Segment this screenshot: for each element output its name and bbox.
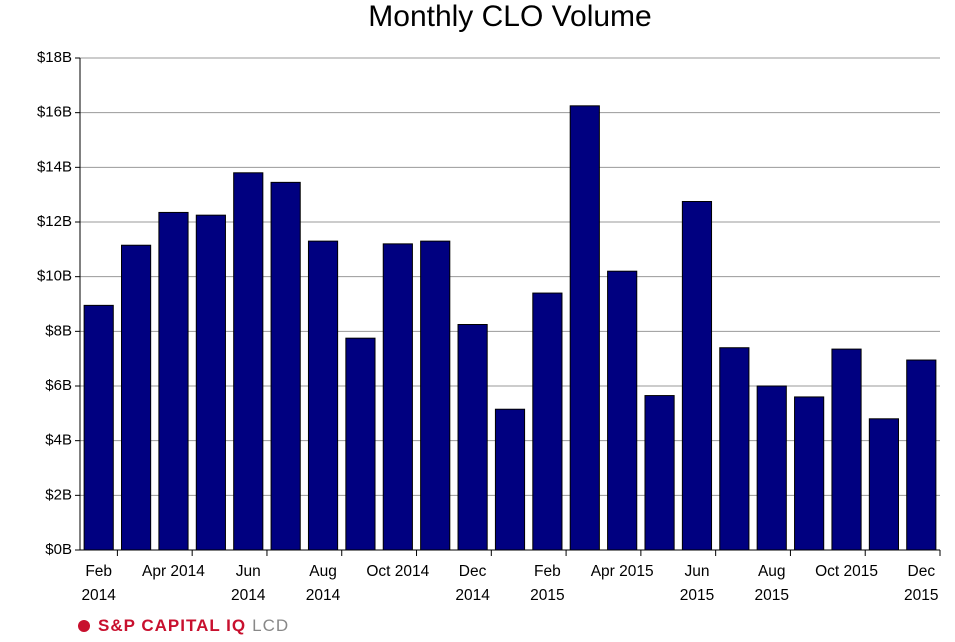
x-tick-label: Jun 2015 — [679, 563, 715, 604]
footer: S&P CAPITAL IQ LCD — [78, 616, 289, 636]
y-tick-label: $16B — [37, 104, 72, 121]
bar — [831, 348, 862, 551]
x-tick-label: Aug 2014 — [305, 563, 341, 604]
bar — [195, 214, 226, 551]
bar — [532, 292, 563, 551]
bar — [607, 270, 638, 551]
x-tick-label: Jun 2014 — [231, 563, 266, 604]
x-tick-label: Dec 2014 — [455, 563, 490, 604]
chart-title: Monthly CLO Volume — [368, 0, 651, 33]
bar — [382, 243, 413, 551]
logo-icon — [78, 620, 90, 632]
bar — [794, 396, 825, 551]
bar — [83, 304, 114, 551]
x-tick-label: Feb 2015 — [530, 563, 565, 604]
bar — [644, 395, 675, 551]
x-tick-label: Apr 2014 — [142, 563, 205, 580]
x-tick-label: Oct 2015 — [815, 563, 878, 580]
y-tick-label: $0B — [45, 541, 72, 558]
bar — [457, 324, 488, 551]
y-tick-label: $14B — [37, 158, 72, 175]
bar — [158, 211, 189, 551]
bar — [494, 408, 526, 551]
y-tick-label: $10B — [37, 268, 72, 285]
bar — [270, 181, 301, 551]
bar — [121, 244, 152, 551]
y-tick-label: $4B — [45, 432, 72, 449]
bar — [420, 240, 451, 551]
bar — [345, 337, 376, 551]
y-tick-label: $6B — [45, 377, 72, 394]
x-tick-label: Aug 2015 — [754, 563, 789, 604]
bar — [681, 201, 713, 551]
bar — [233, 172, 264, 551]
product: LCD — [252, 616, 290, 635]
y-tick-label: $18B — [37, 49, 72, 66]
y-tick-label: $8B — [45, 322, 72, 339]
bar — [756, 385, 787, 551]
x-tick-label: Dec 2015 — [904, 563, 939, 604]
bar — [868, 418, 899, 551]
brand: S&P CAPITAL IQ — [98, 616, 247, 635]
x-tick-label: Oct 2014 — [366, 563, 430, 580]
x-tick-label: Apr 2015 — [590, 563, 654, 580]
bar — [569, 105, 600, 551]
y-tick-label: $2B — [45, 486, 72, 503]
y-tick-label: $12B — [37, 213, 72, 230]
x-tick-label: Feb 2014 — [81, 563, 116, 604]
bar — [307, 240, 339, 551]
bar — [906, 359, 937, 551]
bar — [719, 347, 750, 551]
